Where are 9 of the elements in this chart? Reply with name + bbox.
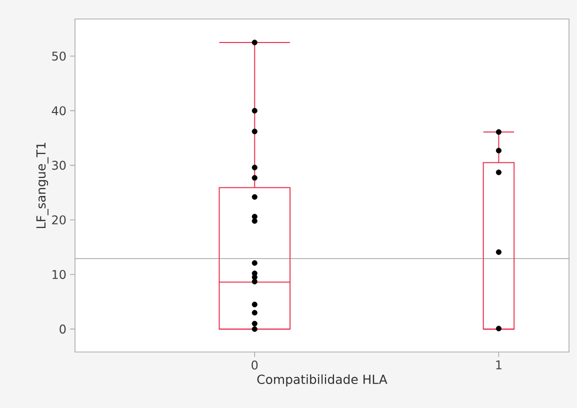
x-tick-label: 1 (496, 360, 502, 370)
y-axis-title: LF_sangue_T1 (36, 142, 48, 228)
y-tick-label: 50 (52, 52, 66, 61)
y-tick-label: 30 (52, 160, 66, 170)
y-tick-label: 10 (52, 270, 66, 280)
y-tick-label: 40 (52, 106, 66, 116)
y-tick-label: 0 (60, 324, 66, 334)
y-tick-label: 20 (52, 215, 66, 224)
x-axis-title: Compatibilidade HLA (257, 374, 388, 386)
